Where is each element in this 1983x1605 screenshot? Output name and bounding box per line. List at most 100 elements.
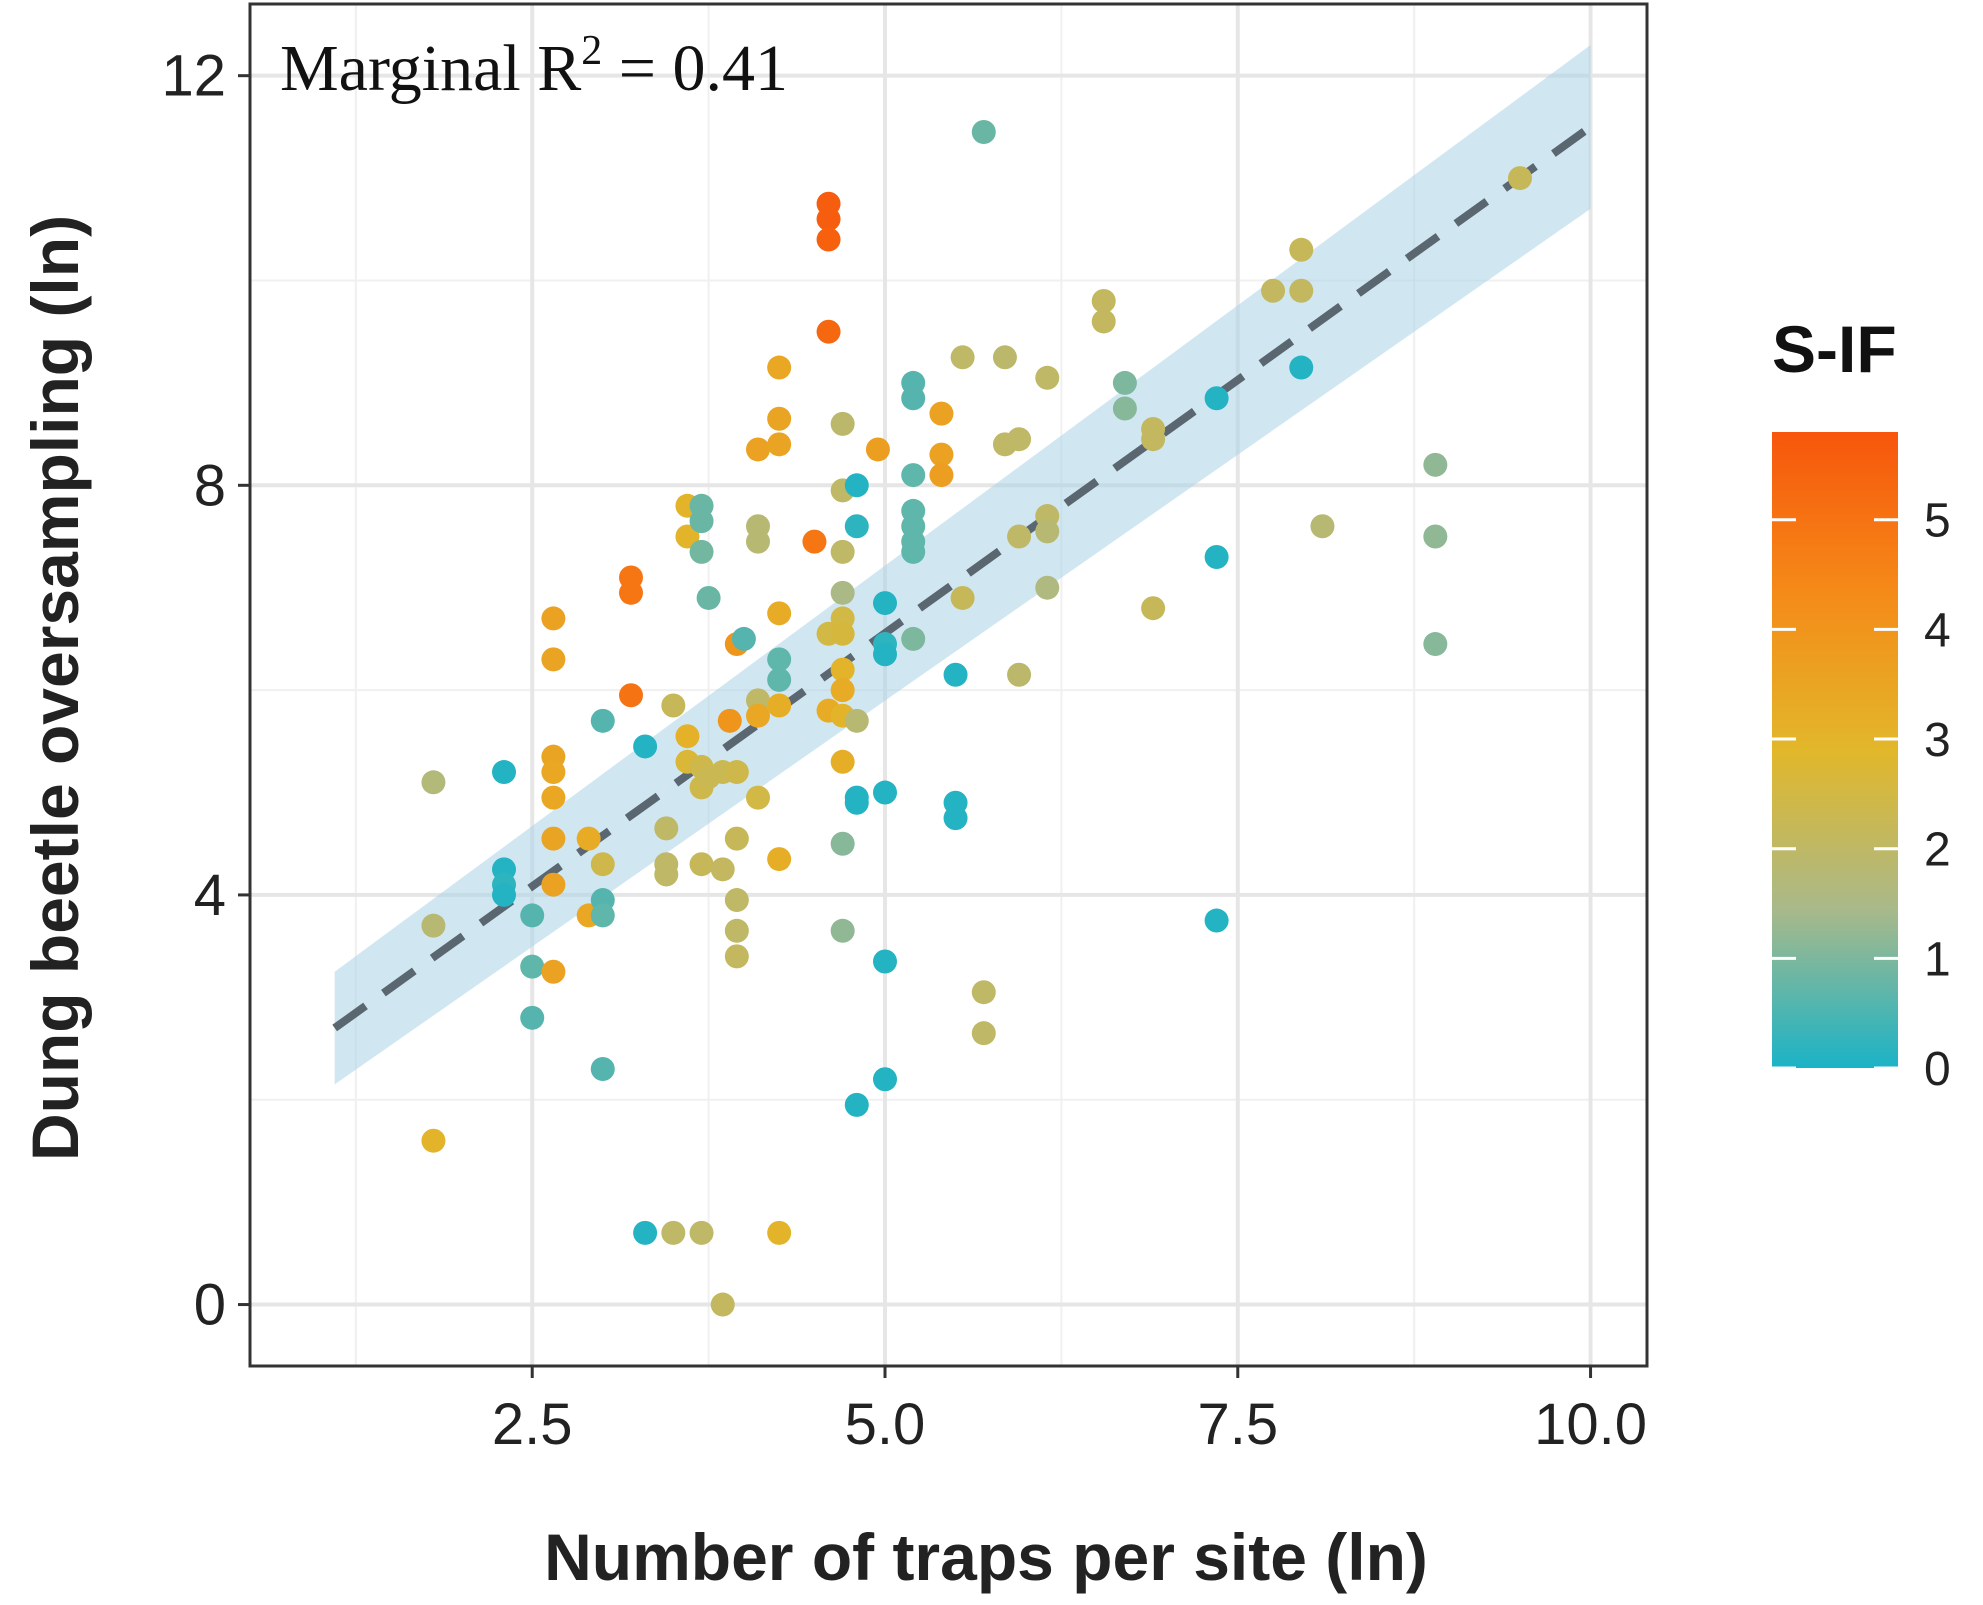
data-point [492, 760, 516, 785]
data-point [541, 785, 566, 810]
data-point [541, 606, 566, 631]
data-point [971, 120, 996, 145]
data-point [1310, 514, 1335, 539]
y-axis-title: Dung beetle oversampling (ln) [18, 215, 92, 1161]
data-point [1141, 596, 1166, 621]
data-point [675, 524, 700, 549]
data-point [802, 529, 827, 554]
x-tick-label: 10.0 [1534, 1392, 1647, 1457]
data-point [541, 872, 566, 897]
data-point [590, 1057, 615, 1082]
data-point [520, 1005, 545, 1030]
data-point [1204, 386, 1229, 411]
colorbar-tick-label: 3 [1924, 714, 1951, 767]
data-point [1112, 370, 1137, 395]
data-point [1007, 524, 1032, 549]
data-point [767, 355, 792, 380]
data-point [1204, 544, 1229, 569]
data-point [830, 678, 855, 703]
data-point [1007, 662, 1032, 687]
colorbar-tick-label: 1 [1924, 933, 1951, 986]
data-point [724, 760, 749, 785]
data-point [689, 509, 714, 534]
data-point [731, 626, 756, 651]
data-point [830, 580, 855, 605]
data-point [421, 913, 446, 938]
data-point [1141, 427, 1166, 452]
data-point [1091, 288, 1116, 313]
data-point [844, 790, 869, 815]
data-point [844, 1092, 869, 1117]
data-point [901, 539, 926, 564]
data-point [689, 1220, 714, 1245]
data-point [1035, 575, 1060, 600]
data-point [901, 463, 926, 488]
y-tick-label: 4 [194, 863, 226, 928]
y-axis-ticks: 0 4 8 12 [161, 44, 250, 1338]
data-point [943, 662, 968, 687]
data-point [1289, 237, 1314, 262]
data-point [971, 980, 996, 1005]
data-point [654, 862, 679, 887]
data-point [830, 918, 855, 943]
colorbar [1772, 432, 1898, 1068]
data-point [746, 703, 770, 728]
data-point [873, 949, 897, 974]
data-point [767, 847, 792, 872]
data-point [816, 319, 841, 344]
data-point [830, 657, 855, 682]
data-point [844, 708, 869, 733]
x-tick-label: 7.5 [1197, 1392, 1278, 1457]
legend-title: S-IF [1772, 312, 1897, 386]
data-point [992, 345, 1017, 370]
data-point [929, 401, 954, 426]
data-point [724, 826, 749, 851]
data-point [717, 708, 742, 733]
data-point [724, 918, 749, 943]
data-point [830, 621, 855, 646]
data-point [421, 770, 446, 795]
data-point [520, 954, 545, 979]
data-points [421, 120, 1532, 1317]
data-point [865, 437, 890, 462]
data-point [830, 411, 855, 436]
data-point [541, 647, 566, 672]
data-point [1261, 278, 1286, 303]
plot-border [248, 2, 1649, 1368]
data-point [1112, 396, 1137, 421]
data-point [816, 207, 841, 232]
data-point [830, 539, 855, 564]
data-point [1204, 908, 1229, 933]
x-axis-title: Number of traps per site (ln) [544, 1520, 1428, 1594]
data-point [541, 959, 566, 984]
data-point [830, 831, 855, 856]
y-tick-label: 8 [194, 453, 226, 518]
data-point [901, 626, 926, 651]
data-point [767, 647, 792, 672]
data-point [541, 760, 566, 785]
data-point [689, 852, 714, 877]
data-point [950, 345, 975, 370]
data-point [1289, 355, 1314, 380]
annotation-superscript: 2 [581, 28, 602, 74]
data-point [633, 1220, 658, 1245]
data-point [710, 1292, 735, 1317]
data-point [1423, 632, 1448, 657]
data-point [746, 529, 770, 554]
colorbar-tick-label: 2 [1924, 824, 1951, 877]
data-point [619, 580, 643, 605]
data-point [767, 601, 792, 626]
data-point [661, 1220, 686, 1245]
annotation-suffix: = 0.41 [602, 32, 788, 105]
data-point [767, 693, 792, 718]
data-point [661, 693, 686, 718]
data-point [950, 585, 975, 610]
data-point [1035, 519, 1060, 544]
data-point [492, 882, 516, 907]
data-point [541, 826, 566, 851]
data-point [724, 944, 749, 969]
data-point [1423, 524, 1448, 549]
colorbar-tick-label: 0 [1924, 1043, 1951, 1096]
data-point [710, 857, 735, 882]
